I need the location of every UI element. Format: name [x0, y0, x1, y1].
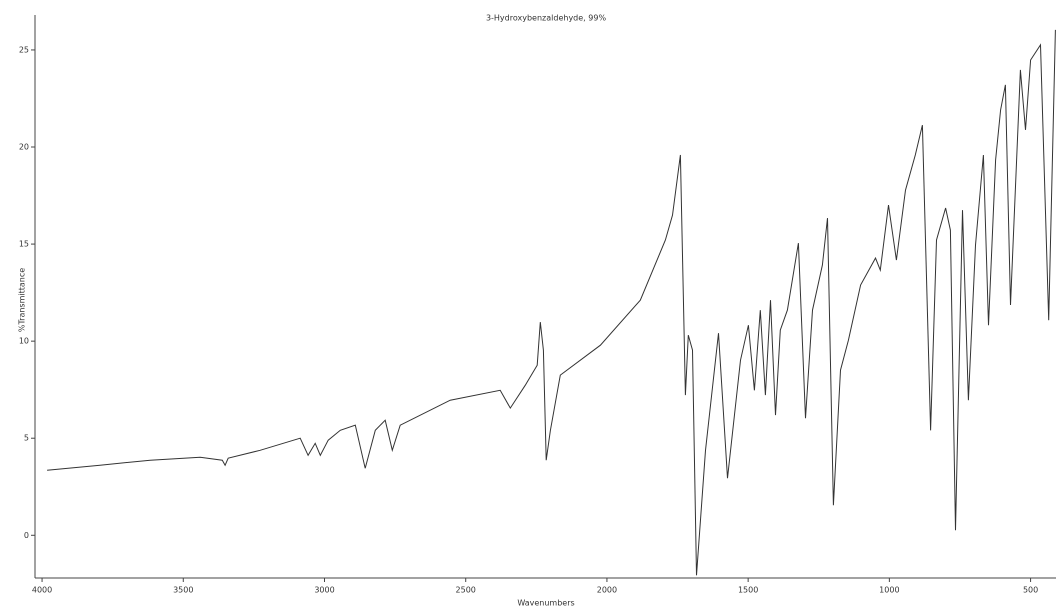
y-tick-label: 10 [19, 337, 29, 346]
x-tick-label: 2500 [456, 586, 476, 595]
y-tick-label: 5 [24, 434, 29, 443]
x-axis-label: Wavenumbers [517, 599, 574, 608]
x-tick-label: 4000 [32, 586, 52, 595]
x-tick-label: 2000 [597, 586, 617, 595]
x-tick-label: 500 [1023, 586, 1038, 595]
chart-title: 3-Hydroxybenzaldehyde, 99% [486, 14, 607, 23]
y-tick-label: 15 [19, 240, 29, 249]
y-tick-label: 25 [19, 45, 29, 54]
x-tick-label: 1500 [738, 586, 758, 595]
y-axis-label: %Transmittance [18, 268, 27, 332]
x-tick-label: 1000 [879, 586, 899, 595]
y-tick-label: 0 [24, 531, 29, 540]
y-tick-label: 20 [19, 143, 29, 152]
x-tick-label: 3000 [314, 586, 334, 595]
spectrum-line [47, 29, 1056, 576]
x-tick-label: 3500 [173, 586, 193, 595]
